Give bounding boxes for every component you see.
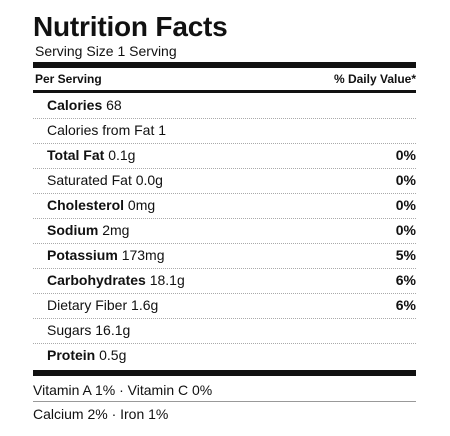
nutrient-label: Potassium	[47, 247, 118, 263]
divider-thick-top	[33, 62, 416, 68]
per-serving-label: Per Serving	[35, 72, 102, 86]
nutrient-name: Potassium 173mg	[47, 247, 165, 263]
nutrient-amount: 1.6g	[131, 297, 159, 313]
nutrient-row: Total Fat 0.1g 0%	[33, 143, 416, 169]
column-header: Per Serving % Daily Value*	[33, 70, 416, 90]
nutrient-row: Sugars 16.1g	[33, 318, 416, 344]
nutrient-label: Total Fat	[47, 147, 105, 163]
vitamins-line-2: Calcium 2% · Iron 1%	[33, 406, 169, 422]
vitamins-divider	[33, 401, 416, 402]
nutrient-label: Sugars	[47, 322, 92, 338]
daily-value-percent: 6%	[395, 272, 416, 288]
nutrient-row: Cholesterol 0mg 0%	[33, 193, 416, 219]
daily-value-percent: 0%	[395, 147, 416, 163]
nutrient-amount: 2mg	[102, 222, 130, 238]
divider-thick-bottom	[33, 370, 416, 376]
nutrient-row: Calories from Fat 1	[33, 118, 416, 144]
nutrient-amount: 173mg	[121, 247, 165, 263]
nutrient-name: Total Fat 0.1g	[47, 147, 135, 163]
serving-size: Serving Size 1 Serving	[35, 43, 177, 59]
daily-value-percent: 0%	[395, 222, 416, 238]
nutrient-amount: 18.1g	[149, 272, 185, 288]
label-title: Nutrition Facts	[33, 11, 228, 42]
nutrient-label: Carbohydrates	[47, 272, 146, 288]
nutrient-amount: 1	[158, 122, 167, 138]
daily-value-percent: 6%	[395, 297, 416, 313]
nutrient-row: Dietary Fiber 1.6g 6%	[33, 293, 416, 319]
nutrient-row: Protein 0.5g	[33, 343, 416, 368]
nutrient-amount: 0.0g	[135, 172, 163, 188]
nutrient-name: Calories 68	[47, 97, 122, 113]
nutrient-row: Calories 68	[33, 93, 416, 119]
vitamins-line-1: Vitamin A 1% · Vitamin C 0%	[33, 382, 213, 398]
nutrient-label: Protein	[47, 347, 96, 363]
nutrient-amount: 0.5g	[99, 347, 127, 363]
nutrient-label: Calories	[47, 97, 103, 113]
nutrient-name: Carbohydrates 18.1g	[47, 272, 185, 288]
nutrient-label: Calories from Fat	[47, 122, 155, 138]
nutrient-name: Cholesterol 0mg	[47, 197, 155, 213]
nutrient-name: Dietary Fiber 1.6g	[47, 297, 158, 313]
nutrient-row: Carbohydrates 18.1g 6%	[33, 268, 416, 294]
nutrient-row: Sodium 2mg 0%	[33, 218, 416, 244]
nutrient-name: Protein 0.5g	[47, 347, 126, 363]
daily-value-label: % Daily Value*	[333, 72, 416, 86]
nutrient-label: Saturated Fat	[47, 172, 132, 188]
nutrient-amount: 0mg	[127, 197, 156, 213]
nutrient-name: Sodium 2mg	[47, 222, 129, 238]
daily-value-percent: 0%	[395, 197, 416, 213]
nutrient-amount: 0.1g	[108, 147, 136, 163]
daily-value-percent: 5%	[395, 247, 416, 263]
nutrient-amount: 68	[106, 97, 122, 113]
nutrient-amount: 16.1g	[95, 322, 131, 338]
divider-medium	[33, 90, 416, 93]
nutrient-label: Cholesterol	[47, 197, 125, 213]
nutrient-row: Saturated Fat 0.0g 0%	[33, 168, 416, 194]
nutrient-row: Potassium 173mg 5%	[33, 243, 416, 269]
nutrient-label: Dietary Fiber	[47, 297, 128, 313]
daily-value-percent: 0%	[395, 172, 416, 188]
nutrient-label: Sodium	[47, 222, 99, 238]
nutrient-name: Saturated Fat 0.0g	[47, 172, 163, 188]
nutrient-name: Sugars 16.1g	[47, 322, 130, 338]
nutrient-name: Calories from Fat 1	[47, 122, 166, 138]
